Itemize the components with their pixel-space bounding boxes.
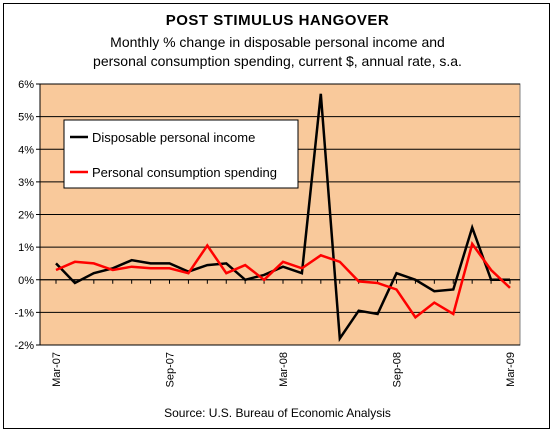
- y-tick-label: 4%: [18, 144, 34, 156]
- x-tick-label: Sep-08: [392, 352, 404, 387]
- x-tick-label: Mar-09: [505, 352, 517, 387]
- chart-title: POST STIMULUS HANGOVER: [165, 12, 390, 29]
- legend-label: Personal consumption spending: [92, 165, 277, 180]
- x-axis: Mar-07 Sep-07 Mar-08 Sep-08 Mar-09: [40, 279, 520, 387]
- y-tick-label: 5%: [18, 112, 34, 124]
- y-axis: 6% 5% 4% 3% 2% 1% 0% -1% -2%: [14, 79, 41, 352]
- legend: Disposable personal income Personal consu…: [63, 119, 299, 189]
- legend-box: [63, 119, 299, 189]
- series-line-consumption-spending: [55, 241, 511, 320]
- chart-source: Source: U.S. Bureau of Economic Analysis: [164, 406, 391, 420]
- chart-subtitle-line-2: personal consumption spending, current $…: [93, 53, 462, 69]
- x-tick-label: Sep-07: [165, 352, 177, 387]
- legend-label: Disposable personal income: [92, 130, 255, 145]
- y-tick-label: 3%: [18, 177, 34, 189]
- y-tick-label: 1%: [18, 242, 34, 254]
- y-tick-label: 6%: [18, 79, 34, 91]
- chart-subtitle-line-1: Monthly % change in disposable personal …: [110, 34, 445, 50]
- y-tick-label: 0%: [18, 275, 34, 287]
- series-line-disposable-income: [55, 93, 510, 343]
- x-tick-label: Mar-08: [278, 352, 290, 387]
- x-tick-label: Mar-07: [51, 352, 63, 387]
- y-tick-label: -2%: [14, 340, 34, 352]
- y-tick-label: 2%: [18, 210, 34, 222]
- series-lines: [55, 93, 511, 343]
- y-tick-label: -1%: [14, 307, 34, 319]
